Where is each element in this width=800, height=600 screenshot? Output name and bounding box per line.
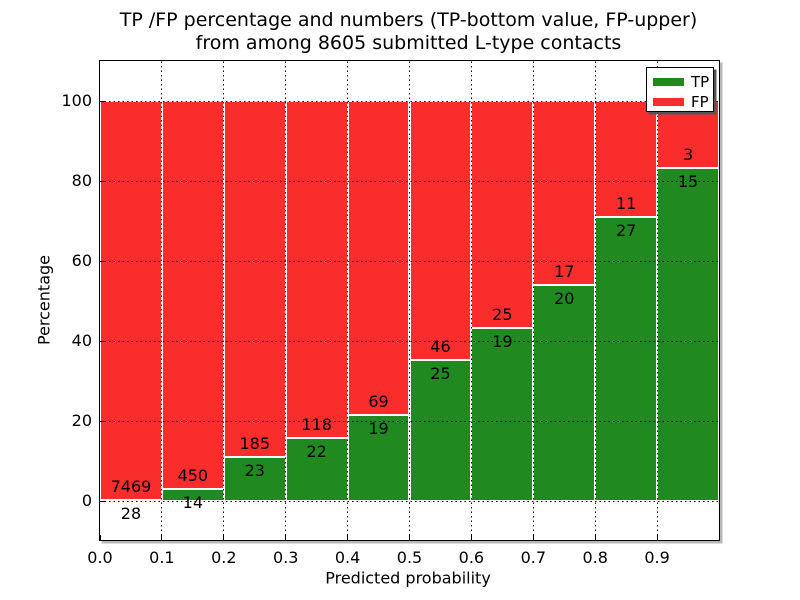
x-tick-label-0: 0.0 bbox=[87, 548, 113, 567]
x-tick-label-8: 0.8 bbox=[582, 548, 608, 567]
tp-swatch-icon bbox=[653, 78, 684, 86]
bar-fp-6 bbox=[471, 101, 534, 329]
x-tick-label-2: 0.2 bbox=[211, 548, 237, 567]
bar-tp-7 bbox=[533, 284, 596, 501]
fp-count-label-4: 69 bbox=[368, 391, 389, 411]
tp-count-label-6: 19 bbox=[492, 332, 513, 352]
bar-fp-3 bbox=[285, 101, 348, 439]
vertical-gridline-7 bbox=[532, 61, 534, 540]
tp-count-label-0: 28 bbox=[120, 503, 142, 523]
bar-fp-0 bbox=[100, 101, 162, 500]
bar-fp-5 bbox=[409, 101, 472, 361]
y-tick-80 bbox=[100, 180, 105, 182]
bar-fp-7 bbox=[533, 101, 596, 285]
legend-label-tp: TP bbox=[691, 73, 710, 91]
vertical-gridline-1 bbox=[161, 61, 163, 540]
x-tick-3 bbox=[285, 535, 287, 540]
chart-title: TP /FP percentage and numbers (TP-bottom… bbox=[99, 9, 718, 55]
tp-count-label-4: 19 bbox=[368, 418, 389, 438]
fp-count-label-5: 46 bbox=[430, 337, 451, 357]
chart-title-line2: from among 8605 submitted L-type contact… bbox=[195, 32, 622, 54]
y-tick-label-40: 40 bbox=[71, 331, 92, 350]
x-tick-label-6: 0.6 bbox=[458, 548, 485, 567]
vertical-gridline-9 bbox=[656, 61, 658, 540]
x-tick-7 bbox=[532, 535, 534, 540]
horizontal-gridline-0 bbox=[100, 500, 719, 502]
vertical-gridline-5 bbox=[409, 61, 410, 540]
fp-count-label-8: 11 bbox=[615, 193, 637, 213]
vertical-gridline-8 bbox=[594, 61, 596, 540]
y-tick-100 bbox=[100, 100, 105, 102]
tp-count-label-3: 22 bbox=[306, 442, 327, 462]
x-axis-label: Predicted probability bbox=[325, 568, 491, 588]
y-tick-20 bbox=[100, 420, 105, 422]
x-tick-label-4: 0.4 bbox=[334, 548, 361, 567]
y-tick-60 bbox=[100, 260, 105, 262]
bar-tp-8 bbox=[595, 216, 658, 501]
horizontal-gridline-40 bbox=[100, 340, 719, 342]
x-tick-0 bbox=[99, 535, 101, 540]
fp-swatch-icon bbox=[653, 98, 684, 106]
legend-label-fp: FP bbox=[691, 93, 709, 111]
vertical-gridline-4 bbox=[347, 61, 349, 540]
horizontal-gridline-100 bbox=[100, 100, 719, 102]
tp-count-label-2: 23 bbox=[244, 460, 265, 480]
y-tick-label-0: 0 bbox=[81, 491, 92, 510]
y-tick-label-60: 60 bbox=[71, 251, 92, 270]
legend-item-fp: FP bbox=[653, 93, 713, 111]
bar-tp-2 bbox=[223, 456, 286, 501]
tp-count-label-5: 25 bbox=[430, 364, 451, 384]
bar-fp-1 bbox=[161, 101, 224, 489]
x-tick-5 bbox=[409, 535, 410, 540]
horizontal-gridline-20 bbox=[100, 420, 719, 422]
x-tick-4 bbox=[347, 535, 349, 540]
legend-item-tp: TP bbox=[653, 73, 713, 91]
tp-count-label-8: 27 bbox=[615, 220, 637, 240]
x-tick-8 bbox=[594, 535, 596, 540]
vertical-gridline-3 bbox=[285, 61, 287, 540]
y-tick-0 bbox=[100, 500, 105, 502]
y-tick-label-20: 20 bbox=[71, 411, 92, 430]
x-tick-label-3: 0.3 bbox=[272, 548, 299, 567]
bar-tp-3 bbox=[285, 438, 348, 501]
fp-count-label-6: 25 bbox=[492, 305, 513, 325]
fp-count-label-2: 185 bbox=[239, 433, 271, 453]
y-tick-label-100: 100 bbox=[61, 91, 92, 110]
x-tick-2 bbox=[223, 535, 225, 540]
x-tick-label-1: 0.1 bbox=[149, 548, 175, 567]
horizontal-gridline-80 bbox=[100, 180, 719, 182]
fp-count-label-9: 3 bbox=[682, 144, 694, 164]
x-tick-9 bbox=[656, 535, 658, 540]
x-tick-label-7: 0.7 bbox=[520, 548, 547, 567]
vertical-gridline-2 bbox=[223, 61, 225, 540]
x-tick-10 bbox=[718, 535, 720, 540]
x-tick-label-5: 0.5 bbox=[396, 548, 423, 567]
vertical-gridline-6 bbox=[470, 61, 472, 540]
x-tick-1 bbox=[161, 535, 163, 540]
fp-count-label-7: 17 bbox=[554, 261, 575, 281]
legend: TP FP bbox=[646, 67, 714, 112]
bar-fp-4 bbox=[347, 101, 410, 415]
plot-area: 7469 28 450 14 185 23 118 22 69 19 46 25 25 19 17 20 11 2… bbox=[61, 60, 720, 567]
x-tick-6 bbox=[470, 535, 472, 540]
tp-count-label-7: 20 bbox=[554, 288, 575, 308]
tp-count-label-9: 15 bbox=[677, 171, 699, 191]
bar-fp-2 bbox=[223, 101, 286, 457]
y-tick-40 bbox=[100, 340, 105, 342]
x-tick-label-9: 0.9 bbox=[644, 548, 670, 567]
fp-count-label-1: 450 bbox=[177, 465, 209, 485]
tp-count-label-1: 14 bbox=[182, 492, 204, 512]
y-tick-label-80: 80 bbox=[71, 171, 92, 190]
fp-count-label-3: 118 bbox=[301, 415, 332, 435]
horizontal-gridline-60 bbox=[100, 260, 719, 262]
bar-tp-9 bbox=[657, 167, 719, 501]
fp-count-label-0: 7469 bbox=[110, 476, 152, 496]
bar-tp-6 bbox=[471, 328, 534, 501]
chart-title-line1: TP /FP percentage and numbers (TP-bottom… bbox=[119, 9, 698, 31]
